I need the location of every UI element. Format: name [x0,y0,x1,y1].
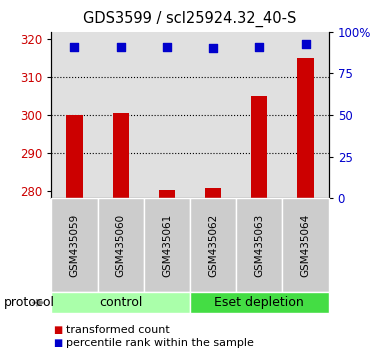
Text: GDS3599 / scl25924.32_40-S: GDS3599 / scl25924.32_40-S [83,11,297,27]
Bar [112,113,129,198]
Text: transformed count: transformed count [66,325,170,335]
Text: GSM435062: GSM435062 [208,213,218,277]
Bar [251,96,268,198]
Text: GSM435063: GSM435063 [254,213,264,277]
Point [256,44,262,50]
Point [164,44,170,50]
Point [302,41,309,46]
Point [71,44,78,50]
Text: ■: ■ [53,338,62,348]
Bar [66,115,82,198]
Bar [205,188,221,198]
Point [210,46,216,51]
Bar [298,58,314,198]
Text: control: control [99,296,142,309]
Text: protocol: protocol [4,296,55,309]
Text: GSM435061: GSM435061 [162,213,172,277]
Point [117,44,124,50]
Bar [159,190,175,198]
Text: GSM435064: GSM435064 [301,213,310,277]
Text: GSM435060: GSM435060 [116,213,126,277]
Text: ■: ■ [53,325,62,335]
Text: Eset depletion: Eset depletion [214,296,304,309]
Text: percentile rank within the sample: percentile rank within the sample [66,338,254,348]
Text: GSM435059: GSM435059 [70,213,79,277]
